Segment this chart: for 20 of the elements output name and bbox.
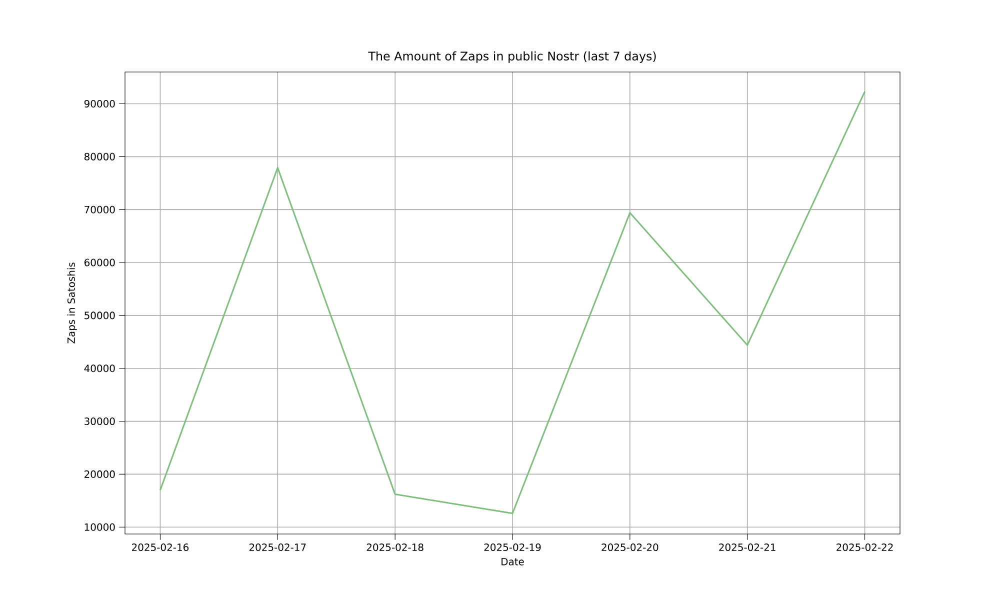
y-tick-label: 20000 — [84, 470, 115, 478]
y-tick-label: 60000 — [84, 258, 115, 266]
y-tick-label: 80000 — [84, 152, 115, 160]
x-tick-label: 2025-02-16 — [132, 543, 189, 552]
y-tick-label: 40000 — [84, 364, 115, 372]
x-tick-label: 2025-02-17 — [249, 543, 306, 552]
y-tick-label: 70000 — [84, 206, 115, 214]
y-tick-label: 10000 — [84, 523, 115, 531]
y-axis-title: Zaps in Satoshis — [67, 262, 77, 344]
x-tick-label: 2025-02-20 — [602, 543, 658, 552]
chart-title: The Amount of Zaps in public Nostr (last 7 days) — [368, 51, 656, 63]
x-tick-label: 2025-02-22 — [836, 543, 893, 552]
y-tick-label: 90000 — [84, 100, 115, 108]
y-tick-label: 50000 — [84, 312, 115, 320]
line-series — [159, 90, 866, 514]
x-axis-title: Date — [502, 558, 524, 566]
y-tick-label: 30000 — [84, 418, 115, 426]
x-tick-label: 2025-02-21 — [719, 543, 776, 552]
x-tick-label: 2025-02-18 — [366, 543, 424, 552]
x-tick-label: 2025-02-19 — [484, 543, 541, 552]
